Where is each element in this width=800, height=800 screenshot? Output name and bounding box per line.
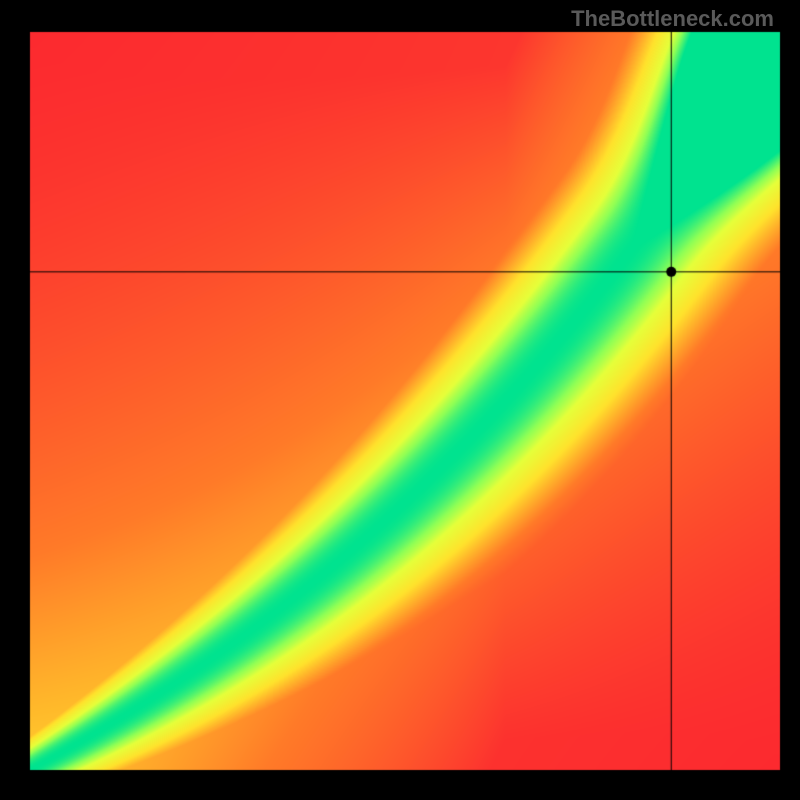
chart-container: TheBottleneck.com	[0, 0, 800, 800]
heatmap-canvas	[0, 0, 800, 800]
watermark-text: TheBottleneck.com	[571, 6, 774, 32]
